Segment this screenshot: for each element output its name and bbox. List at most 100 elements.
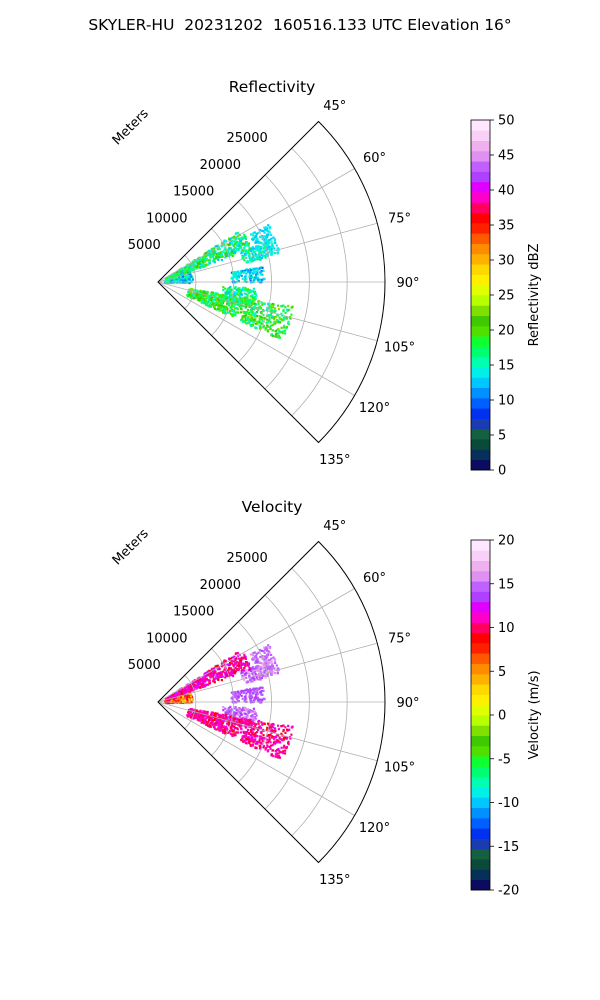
echo-gate <box>233 671 236 674</box>
echo-gate <box>272 754 275 758</box>
echo-gate <box>221 675 224 678</box>
echo-gate <box>251 297 255 300</box>
echo-gate <box>263 651 266 654</box>
echo-gate <box>233 293 236 296</box>
echo-gate <box>171 273 174 277</box>
echo-gate <box>247 316 250 319</box>
echo-gate <box>235 660 238 663</box>
echo-gate <box>251 316 254 319</box>
echo-gate <box>228 294 232 297</box>
echo-gate <box>276 748 279 752</box>
echo-gate <box>191 713 194 716</box>
echo-gate <box>237 242 240 245</box>
echo-gate <box>191 278 194 281</box>
echo-gate <box>190 290 193 293</box>
echo-gate <box>276 672 279 675</box>
echo-gate <box>243 689 247 692</box>
echo-gate <box>215 253 218 256</box>
echo-gate <box>279 751 282 754</box>
range-tick-label: 25000 <box>226 551 267 566</box>
echo-gate <box>203 677 206 680</box>
echo-gate <box>198 295 201 298</box>
echo-gate <box>270 657 273 660</box>
echo-gate <box>227 712 231 715</box>
echo-gate <box>255 693 258 696</box>
echo-gate <box>226 722 229 725</box>
echo-gate <box>265 741 268 744</box>
echo-gate <box>174 692 178 695</box>
echo-gate <box>234 271 237 274</box>
echo-gate <box>252 707 255 710</box>
echo-gate <box>186 275 189 278</box>
echo-gate <box>266 744 269 747</box>
echo-gate <box>256 271 259 274</box>
echo-gate <box>234 696 237 699</box>
echo-gate <box>208 723 211 726</box>
echo-gate <box>215 256 218 259</box>
echo-gate <box>178 695 181 698</box>
echo-gate <box>256 315 259 318</box>
colorbar-segment <box>471 233 490 244</box>
echo-gate <box>258 228 262 232</box>
echo-gate <box>247 301 250 304</box>
echo-gate <box>227 243 231 246</box>
echo-gate <box>218 256 221 259</box>
echo-gate <box>260 318 263 321</box>
echo-gate <box>191 293 194 296</box>
echo-gate <box>279 331 282 334</box>
echo-gate <box>258 267 261 270</box>
colorbar-segment <box>471 869 490 881</box>
echo-gate <box>234 693 237 696</box>
echo-gate <box>245 306 248 309</box>
echo-gate <box>229 285 232 288</box>
echo-gate <box>210 672 213 675</box>
echo-gate <box>220 724 223 727</box>
echo-gate <box>209 250 212 253</box>
echo-gate <box>253 247 256 250</box>
echo-gate <box>257 676 260 679</box>
echo-gate <box>243 669 246 672</box>
colorbar-segment <box>471 570 490 582</box>
echo-gate <box>169 275 172 279</box>
echo-gate <box>244 741 247 744</box>
echo-gate <box>270 664 274 667</box>
echo-gate <box>254 239 257 242</box>
echo-gate <box>208 718 211 721</box>
echo-gate <box>218 716 221 719</box>
echo-gate <box>240 301 243 304</box>
echo-gate <box>235 278 238 281</box>
echo-cluster <box>230 266 266 284</box>
echo-gate <box>188 290 191 294</box>
echo-gate <box>249 233 253 236</box>
echo-gate <box>224 714 227 717</box>
echo-gate <box>253 302 257 305</box>
echo-gate <box>218 676 221 679</box>
colorbar-segment <box>471 745 490 757</box>
colorbar-tick-label: 30 <box>498 254 515 269</box>
colorbar-segment <box>471 202 490 214</box>
echo-gate <box>191 698 194 701</box>
echo-gate <box>189 708 192 711</box>
echo-gate <box>262 689 265 692</box>
echo-gate <box>177 700 180 703</box>
echo-gate <box>271 735 274 738</box>
echo-gate <box>212 667 216 670</box>
echo-gate <box>249 295 252 298</box>
echo-gate <box>188 714 191 717</box>
echo-gate <box>243 673 246 676</box>
echo-gate <box>253 299 256 302</box>
echo-gate <box>247 291 250 294</box>
echo-gate <box>243 734 246 738</box>
colorbar-segment <box>471 408 490 419</box>
echo-gate <box>274 672 277 675</box>
echo-gate <box>244 731 247 734</box>
echo-gate <box>258 240 261 244</box>
echo-gate <box>215 719 218 722</box>
echo-gate <box>231 730 234 733</box>
echo-gate <box>228 237 231 240</box>
echo-gate <box>226 309 229 312</box>
echo-gate <box>239 289 242 292</box>
echo-gate <box>199 266 202 269</box>
echo-gate <box>287 304 290 307</box>
echo-gate <box>253 690 256 693</box>
